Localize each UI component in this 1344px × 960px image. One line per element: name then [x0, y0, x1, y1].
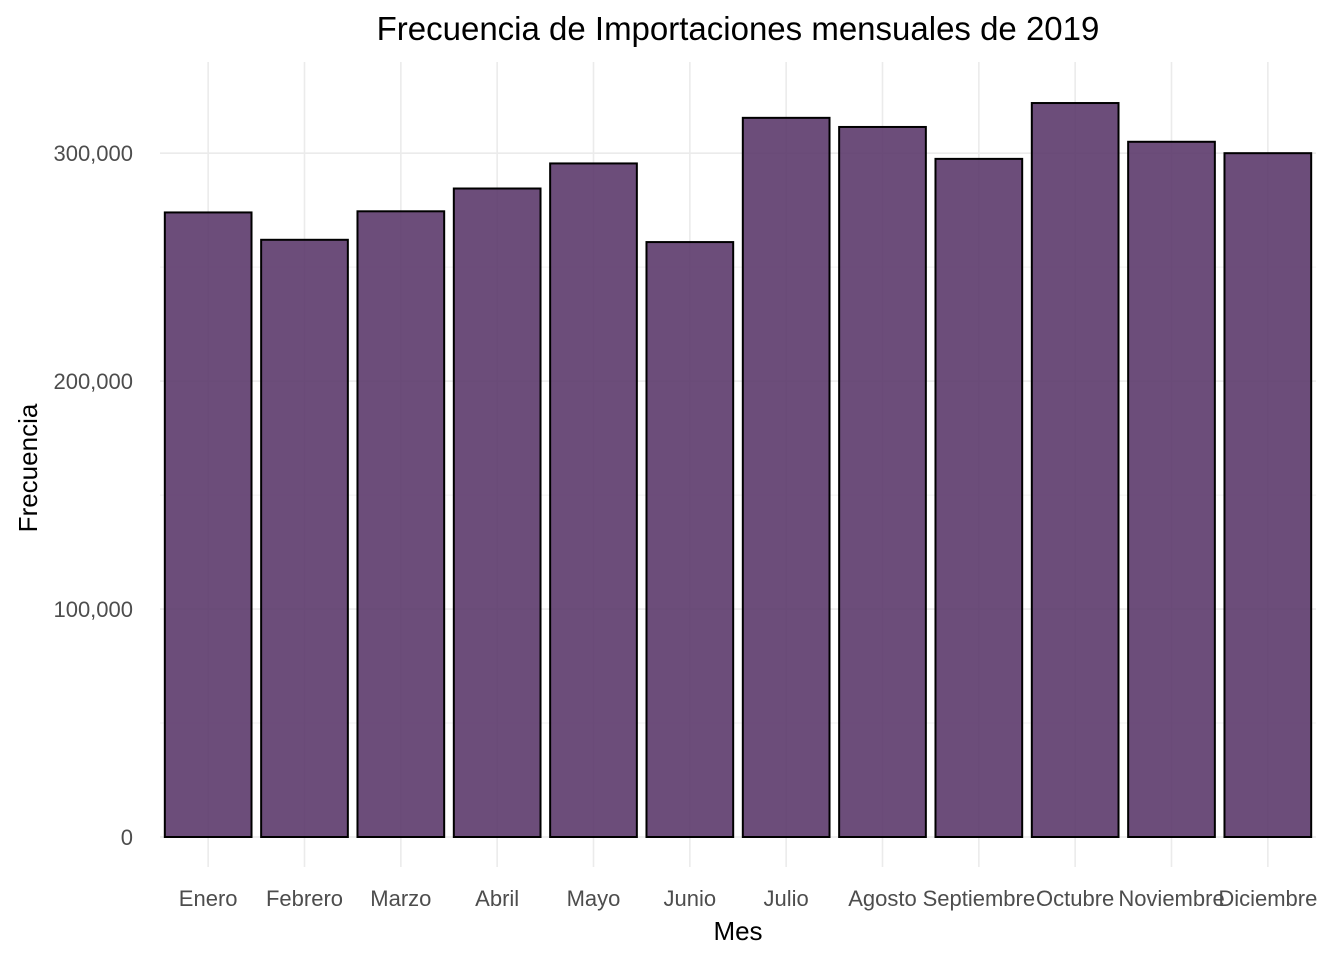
- bar-enero: [163, 211, 253, 839]
- y-tick-label: 100,000: [53, 597, 133, 622]
- bar-marzo: [356, 210, 446, 839]
- y-axis-ticks: 0 100,000 200,000 300,000: [53, 141, 133, 850]
- chart-title: Frecuencia de Importaciones mensuales de…: [377, 10, 1100, 47]
- x-tick-label: Abril: [475, 886, 519, 911]
- x-axis-ticks: Enero Febrero Marzo Abril Mayo Junio Julio Agos…: [179, 886, 1318, 911]
- x-tick-label: Febrero: [266, 886, 343, 911]
- bar-julio: [741, 116, 831, 839]
- y-tick-label: 200,000: [53, 369, 133, 394]
- y-axis-title: Frecuencia: [13, 403, 43, 532]
- bar-abril: [452, 187, 542, 839]
- bar-mayo: [549, 162, 638, 838]
- bar-noviembre: [1127, 140, 1216, 838]
- bar-junio: [645, 241, 735, 838]
- x-axis-title: Mes: [713, 916, 762, 946]
- x-tick-label: Agosto: [848, 886, 917, 911]
- bars: [163, 102, 1313, 839]
- bar-diciembre: [1223, 152, 1313, 839]
- x-tick-label: Enero: [179, 886, 238, 911]
- x-tick-label: Mayo: [567, 886, 621, 911]
- bar-septiembre: [934, 157, 1024, 838]
- x-tick-label: Diciembre: [1218, 886, 1317, 911]
- x-tick-label: Junio: [664, 886, 717, 911]
- x-tick-label: Julio: [764, 886, 809, 911]
- y-tick-label: 300,000: [53, 141, 133, 166]
- bar-octubre: [1030, 102, 1120, 838]
- y-tick-label: 0: [121, 825, 133, 850]
- x-tick-label: Octubre: [1036, 886, 1114, 911]
- bar-agosto: [838, 125, 927, 838]
- x-tick-label: Septiembre: [923, 886, 1036, 911]
- x-tick-label: Noviembre: [1118, 886, 1224, 911]
- x-tick-label: Marzo: [370, 886, 431, 911]
- bar-febrero: [260, 238, 349, 838]
